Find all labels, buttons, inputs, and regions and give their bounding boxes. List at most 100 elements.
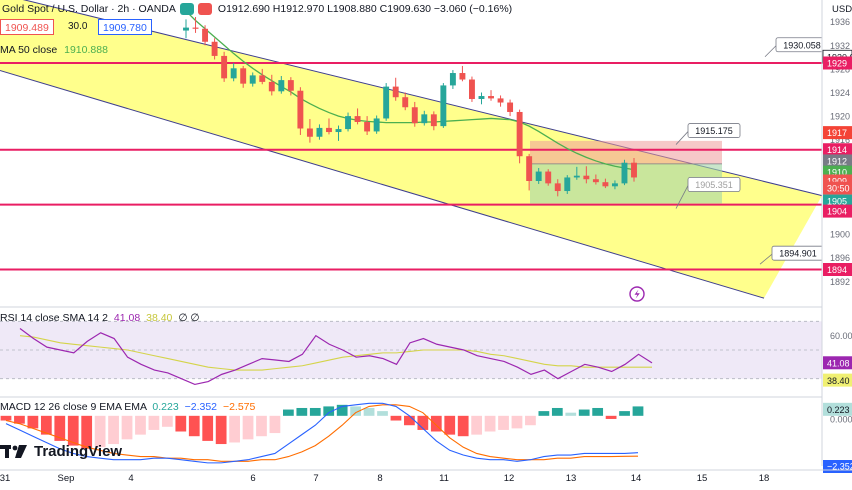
chart-header: Gold Spot / U.S. Dollar · 2h · OANDA O19… (0, 0, 512, 18)
candle (440, 83, 447, 128)
macd-histogram-bar (202, 415, 214, 441)
time-axis: 31 Sep 4 6 7 8 11 12 13 14 15 18 (0, 469, 852, 484)
candle (364, 116, 371, 135)
candle-body (526, 156, 533, 181)
macd-histogram-bar (538, 411, 550, 416)
candle (287, 77, 294, 96)
price-tag-level (823, 263, 852, 276)
callout-box (687, 177, 741, 192)
macd-histogram-bar (605, 415, 617, 419)
candle-body (545, 171, 552, 184)
rsi-legend[interactable]: RSI 14 close SMA 14 2 41.08 38.40 ∅ ∅ (0, 312, 200, 324)
ma-legend-value: 1910.888 (64, 44, 108, 56)
candle-body (507, 102, 514, 112)
callout-leader (675, 131, 689, 145)
macd-histogram-bar (377, 411, 388, 416)
macd-histogram-bar (283, 409, 294, 416)
macd-histogram-bar (350, 406, 361, 416)
candle-body (221, 55, 228, 79)
candle-body (354, 116, 361, 122)
price-tag-stop (823, 126, 852, 140)
candle-body (249, 75, 256, 84)
wave-icon[interactable] (197, 3, 212, 15)
candle (335, 125, 342, 141)
candle (297, 87, 304, 135)
market-status-badge[interactable] (179, 3, 194, 15)
sell-button[interactable]: 1909.489 (0, 19, 54, 35)
price-tag-label: 1910 (827, 168, 847, 178)
candle-body (516, 111, 523, 157)
price-axis-tick: 1916 (830, 135, 850, 145)
callout-label: 1894.901 (779, 249, 817, 259)
macd-histogram-bar (40, 415, 52, 435)
macd-line (5, 402, 639, 464)
price-tag-label: 1894 (827, 265, 847, 275)
candle (449, 70, 456, 89)
candle (373, 115, 380, 134)
candle (326, 118, 332, 135)
macd-legend[interactable]: MACD 12 26 close 9 EMA EMA 0.223 −2.352 … (0, 401, 255, 413)
candle-body (611, 183, 618, 187)
rsi-legend-label: RSI 14 close SMA 14 2 (0, 312, 108, 324)
candle (507, 99, 514, 117)
candle (192, 16, 199, 33)
candle (488, 90, 494, 101)
ma-legend-label: MA 50 close (0, 44, 58, 56)
candle (316, 124, 323, 140)
candle (497, 95, 504, 107)
tradingview-logo-icon (0, 445, 27, 458)
macd-legend-label: MACD 12 26 close 9 EMA EMA (0, 401, 147, 413)
candle (573, 166, 580, 180)
macd-histogram-bar (256, 415, 267, 437)
rsi-sma-line (19, 335, 652, 371)
macd-histogram-bar (578, 409, 590, 416)
macd-histogram-bar (471, 415, 483, 435)
symbol-title[interactable]: Gold Spot / U.S. Dollar · 2h · OANDA (2, 3, 176, 15)
time-axis-tick: 6 (250, 473, 255, 484)
macd-histogram-bar (296, 407, 308, 416)
candle (249, 72, 256, 87)
candle (545, 169, 552, 186)
candle-body (564, 177, 571, 192)
candle (516, 109, 523, 164)
callout-box (687, 123, 741, 138)
time-axis-tick: 4 (128, 473, 133, 484)
macd-histogram-bar (161, 415, 173, 427)
time-axis-tick: 15 (697, 473, 708, 484)
candle-body (478, 96, 485, 99)
candle-body (449, 73, 456, 86)
macd-histogram-bar (632, 406, 644, 416)
tradingview-logo[interactable]: TradingView (0, 440, 122, 462)
macd-hist-tag-label: 0.223 (827, 405, 850, 415)
candle (592, 174, 599, 185)
price-tag-level (823, 56, 852, 70)
buy-button[interactable]: 1909.780 (98, 19, 152, 35)
macd-histogram-bar (135, 415, 146, 435)
candle-body (592, 179, 599, 183)
rsi-line (19, 328, 653, 386)
quantity-field[interactable]: 30.0 (68, 21, 88, 32)
price-axis-tick: 1924 (830, 88, 850, 98)
macd-histogram-bar (498, 415, 509, 430)
candle (383, 83, 390, 121)
alert-icon[interactable] (629, 286, 645, 302)
ma-legend[interactable]: MA 50 close 1910.888 (0, 44, 108, 56)
candle (392, 77, 399, 101)
candle (459, 65, 466, 82)
candle-body (364, 122, 371, 132)
macd-histogram-bar (175, 415, 187, 432)
time-axis-tick: 7 (313, 473, 318, 484)
candle-body (211, 41, 218, 56)
price-tag-target (823, 194, 852, 208)
callout-label: 1930.058 (783, 40, 821, 50)
rsi-axis-tick: 60.00 (830, 331, 852, 341)
macd-histogram-bar (511, 415, 523, 429)
price-tag-label: 1905 (827, 197, 847, 207)
macd-histogram-bar (148, 415, 160, 430)
candle-body (383, 86, 390, 119)
macd-histogram-bar (525, 415, 536, 426)
macd-histogram-bar (54, 415, 66, 441)
macd-histogram-bar (309, 407, 321, 416)
